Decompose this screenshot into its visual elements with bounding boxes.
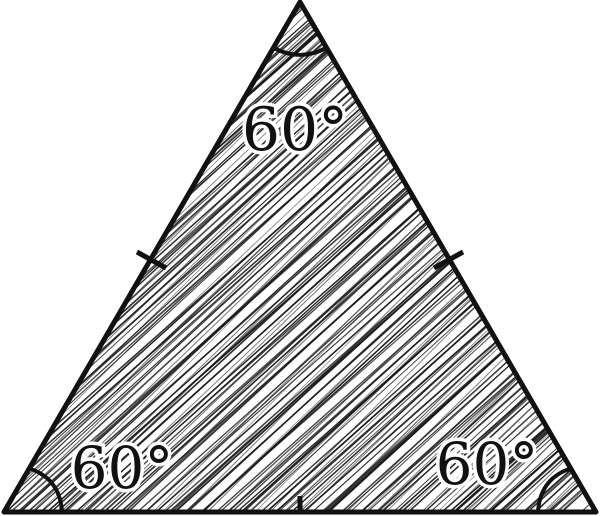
hatch-line	[4, 279, 596, 512]
hatch-line	[4, 393, 596, 512]
hatch-line	[4, 321, 596, 512]
hatch-line	[4, 2, 596, 496]
hatch-line	[4, 2, 596, 504]
hatch-line	[4, 362, 596, 512]
hatch-line	[4, 322, 596, 512]
hatch-line	[4, 354, 596, 512]
angle-arc-bottom-right	[536, 466, 573, 513]
angle-label-bottom-right: 60°	[436, 430, 539, 498]
hatch-line	[4, 346, 596, 512]
hatch-line	[4, 396, 596, 512]
hatch-line	[4, 395, 596, 512]
hatch-line	[4, 361, 596, 512]
hatch-line	[4, 2, 596, 105]
hatch-line	[4, 2, 596, 482]
angle-arc-bottom-left	[27, 466, 64, 513]
hatch-line	[4, 287, 596, 512]
hatch-line	[4, 365, 596, 512]
hatch-line	[4, 302, 596, 512]
hatch-line	[4, 376, 596, 512]
hatch-line	[4, 312, 596, 512]
hatch-line	[4, 375, 596, 512]
tick-mark-left-side	[135, 249, 168, 271]
hatch-line	[4, 312, 596, 512]
hatch-line	[4, 298, 596, 512]
hatch-line	[4, 365, 596, 512]
hatch-line	[4, 278, 596, 512]
hatch-line	[4, 334, 596, 512]
hatch-line	[4, 2, 596, 412]
hatch-line	[4, 402, 596, 512]
hatch-line	[4, 372, 596, 512]
angle-label-top: 60°	[242, 95, 348, 165]
hatch-line	[4, 376, 596, 512]
tick-mark-right-side	[432, 249, 465, 271]
hatch-line	[4, 318, 596, 512]
hatch-line	[4, 303, 596, 512]
hatch-line	[4, 284, 596, 512]
hatch-line	[4, 300, 596, 512]
hatch-line	[4, 407, 596, 512]
hatch-line	[4, 2, 596, 487]
hatch-line	[4, 2, 596, 478]
hatch-line	[4, 390, 596, 512]
hatch-line	[4, 334, 596, 512]
angle-arc-top	[272, 46, 328, 57]
hatch-line	[4, 2, 596, 343]
hatch-line	[4, 282, 596, 512]
hatch-line	[4, 2, 596, 488]
hatch-line	[4, 366, 596, 512]
hatch-line	[4, 316, 596, 512]
hatch-line	[4, 366, 596, 512]
angle-label-bottom-left: 60°	[71, 434, 174, 502]
